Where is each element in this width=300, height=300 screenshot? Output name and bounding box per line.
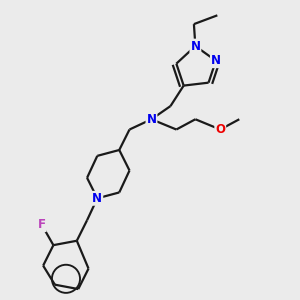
Text: F: F: [38, 218, 46, 231]
Text: N: N: [211, 54, 221, 67]
Text: N: N: [146, 113, 157, 126]
Text: N: N: [190, 40, 200, 52]
Text: N: N: [92, 192, 102, 205]
Text: O: O: [215, 123, 225, 136]
